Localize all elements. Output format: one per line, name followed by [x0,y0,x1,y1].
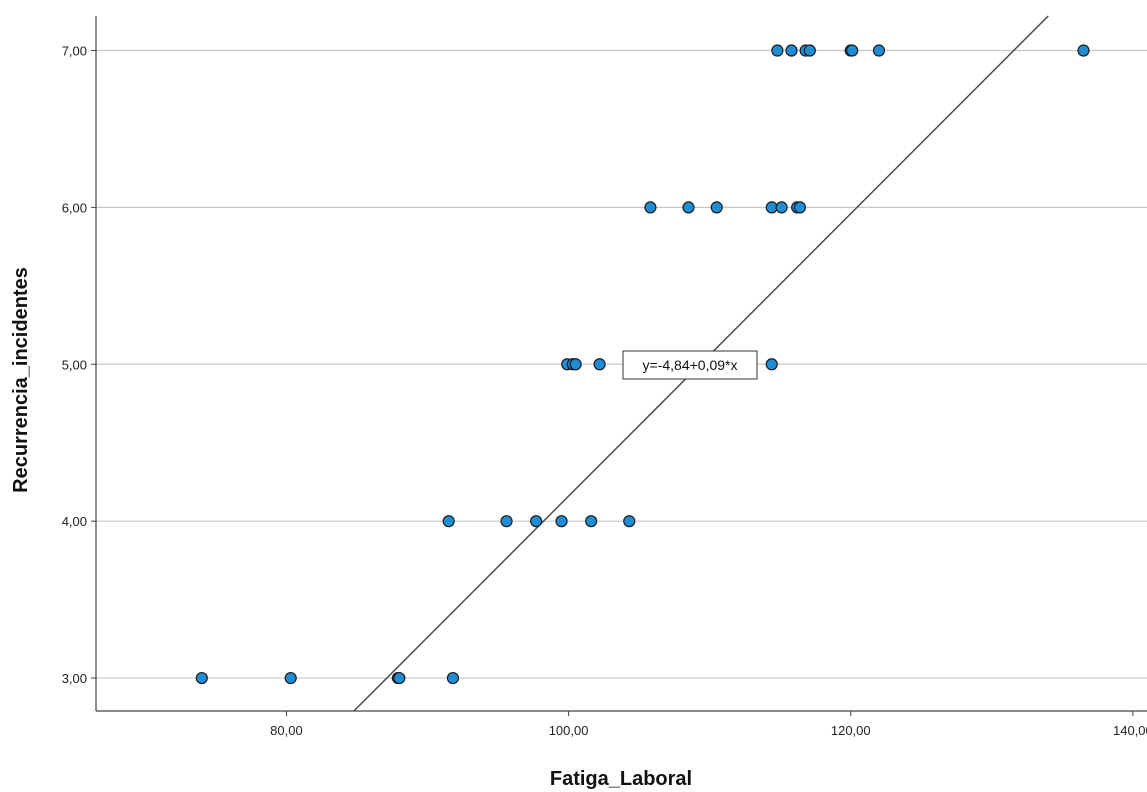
data-point [593,358,606,371]
axes [91,16,1147,716]
fit-equation-label: y=-4,84+0,09*x [622,350,758,380]
data-point [195,671,208,685]
points-layer [195,44,1090,685]
y-tick-label: 4,00 [62,514,87,529]
data-point [585,515,598,528]
data-point [771,44,784,57]
data-point [765,358,778,371]
x-tick-label: 80,00 [270,723,303,738]
data-point [793,201,807,214]
y-axis-title: Recurrencia_incidentes [10,267,32,493]
y-tick-label: 7,00 [62,44,87,59]
data-point [569,358,582,371]
data-point [682,201,695,214]
data-point [446,671,460,685]
y-tick-label: 6,00 [62,200,87,215]
data-point [1077,44,1090,57]
data-point [710,201,723,214]
data-point [803,44,816,57]
data-point [500,515,513,528]
data-point [393,671,406,685]
data-point [442,515,455,528]
fit-equation-text: y=-4,84+0,09*x [643,357,738,373]
data-point [644,201,657,214]
data-point [785,44,798,57]
x-axis-title: Fatiga_Laboral [550,768,692,790]
x-tick-label: 140,00 [1113,723,1147,738]
data-point [623,515,636,528]
x-tick-label: 120,00 [831,723,871,738]
data-point [872,44,886,57]
data-point [284,671,297,685]
data-point [846,44,859,57]
y-tick-label: 5,00 [62,357,87,372]
data-point [775,201,788,214]
x-tick-label: 100,00 [549,723,589,738]
fit-equation-box [622,350,758,380]
gridlines [96,49,1147,679]
y-tick-label: 3,00 [62,671,87,686]
data-point [555,515,568,528]
tick-labels: 3,00 4,00 5,00 6,00 7,00 80,00 100,00 120,00 140… [62,44,1147,738]
data-point [530,515,543,528]
